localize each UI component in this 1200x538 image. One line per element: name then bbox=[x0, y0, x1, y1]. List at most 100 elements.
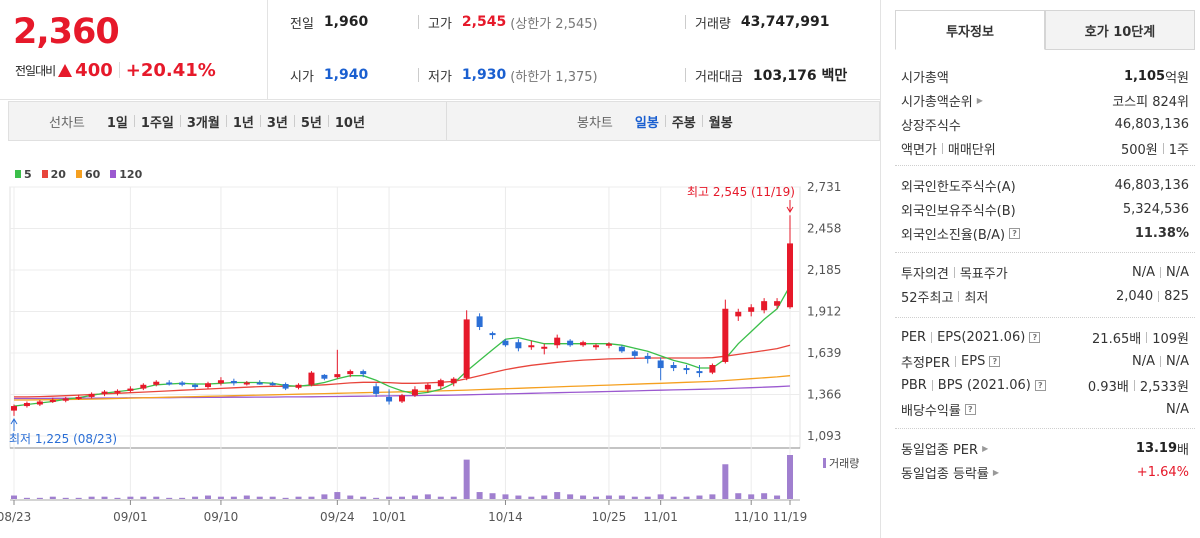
volume-bar bbox=[230, 496, 237, 499]
info-value: 5,324,536 bbox=[1123, 202, 1189, 217]
candle bbox=[683, 365, 690, 375]
period-5y-button[interactable]: 5년 bbox=[300, 115, 322, 131]
min-arrow-head bbox=[10, 418, 18, 425]
tab-order-book[interactable]: 호가 10단계 bbox=[1045, 10, 1195, 50]
separator bbox=[701, 115, 703, 127]
period-1d-button[interactable]: 1일 bbox=[106, 115, 128, 131]
period-10y-button[interactable]: 10년 bbox=[334, 115, 365, 131]
volume-bar bbox=[450, 496, 457, 499]
help-icon[interactable]: ? bbox=[964, 403, 976, 415]
open-price: 시가 1,940 bbox=[290, 63, 368, 87]
candle-body bbox=[593, 345, 599, 348]
help-icon[interactable]: ? bbox=[1029, 331, 1041, 343]
info-section-3: 투자의견 목표주가 N/A N/A 52주최고 최저 2,040 825 bbox=[895, 252, 1195, 308]
volume-bar bbox=[217, 496, 224, 499]
divider bbox=[931, 331, 933, 343]
candle-chart-label: 봉차트 bbox=[577, 115, 613, 131]
info-key: 외국인한도주식수(A) bbox=[901, 176, 1016, 195]
volume-bar bbox=[282, 497, 289, 499]
candle-body bbox=[476, 316, 483, 328]
info-value: 코스피 824위 bbox=[1112, 91, 1189, 110]
tab-investment-info[interactable]: 투자정보 bbox=[895, 10, 1045, 50]
candle bbox=[153, 380, 160, 387]
monthly-candle-button[interactable]: 월봉 bbox=[708, 115, 733, 131]
info-value-number: 13.19 bbox=[1135, 440, 1178, 456]
candle bbox=[735, 308, 742, 321]
help-icon[interactable]: ? bbox=[1009, 227, 1021, 239]
candle bbox=[476, 313, 483, 331]
period-3m-button[interactable]: 3개월 bbox=[186, 115, 220, 131]
volume: 거래량 43,747,991 bbox=[695, 10, 829, 34]
period-1y-button[interactable]: 1년 bbox=[232, 115, 254, 131]
candle-body bbox=[605, 343, 612, 346]
arrow-right-icon[interactable]: ▶ bbox=[976, 95, 983, 105]
price-chart[interactable]: 2,731 2,458 2,185 1,912 1,639 1,366 1,093 08/23… bbox=[0, 170, 880, 538]
candle-body bbox=[347, 371, 354, 375]
candle bbox=[761, 298, 768, 314]
volume-bar bbox=[580, 495, 587, 499]
candle-chart-periods: 봉차트 일봉 주봉 월봉 bbox=[577, 102, 739, 140]
candle-body bbox=[502, 340, 509, 346]
candle bbox=[605, 342, 612, 349]
period-1w-button[interactable]: 1주일 bbox=[140, 115, 174, 131]
candle bbox=[631, 349, 638, 359]
x-tick-label: 08/23 bbox=[0, 510, 31, 524]
arrow-right-icon[interactable]: ▶ bbox=[992, 467, 1000, 477]
volume-bar bbox=[49, 496, 56, 499]
candle-body bbox=[683, 368, 690, 371]
x-tick-label: 11/01 bbox=[643, 510, 678, 524]
prev-close-value: 1,960 bbox=[323, 14, 369, 30]
upper-limit: (상한가 2,545) bbox=[510, 16, 598, 32]
divider bbox=[1158, 290, 1160, 302]
volume-bar bbox=[140, 496, 147, 499]
candle-body bbox=[515, 342, 522, 349]
info-value-text: 21.65배 bbox=[1092, 331, 1142, 347]
volume-bar bbox=[567, 494, 574, 499]
info-value-text: 0.93배 bbox=[1087, 379, 1129, 395]
volume-bar bbox=[127, 496, 134, 499]
info-section-4: PER EPS(2021.06)? 21.65배 109원 추정PER EPS? N/A N/… bbox=[895, 317, 1195, 419]
volume-bar bbox=[256, 496, 263, 499]
candle-body bbox=[295, 384, 302, 388]
daily-candle-button[interactable]: 일봉 bbox=[634, 115, 659, 131]
divider bbox=[1162, 142, 1164, 154]
info-value-text: 1주 bbox=[1168, 142, 1189, 158]
candle bbox=[308, 371, 315, 387]
volume-bar bbox=[605, 495, 612, 499]
high-value: 2,545 bbox=[461, 14, 507, 30]
legend-label: 5 bbox=[24, 167, 32, 181]
candle-body bbox=[567, 340, 574, 346]
info-key-label: 외국인보유주식수(B) bbox=[901, 203, 1016, 219]
candle bbox=[334, 349, 341, 379]
candle-body bbox=[386, 396, 393, 402]
candle-body bbox=[696, 371, 703, 374]
divider bbox=[931, 379, 933, 391]
volume-bar bbox=[644, 496, 651, 499]
info-key: PBR BPS (2021.06)? bbox=[901, 378, 1046, 393]
volume-bar bbox=[489, 493, 496, 499]
line-chart-label: 선차트 bbox=[49, 115, 85, 131]
weekly-candle-button[interactable]: 주봉 bbox=[671, 115, 696, 131]
info-value: 21.65배 109원 bbox=[1092, 328, 1189, 347]
y-tick-label: 1,639 bbox=[807, 346, 841, 360]
divider bbox=[953, 266, 955, 278]
info-key: 추정PER EPS? bbox=[901, 352, 1001, 371]
candle bbox=[567, 339, 574, 347]
help-icon[interactable]: ? bbox=[1034, 379, 1046, 391]
info-row: 동일업종 등락률 ▶ +1.64% bbox=[901, 461, 1189, 483]
open-label: 시가 bbox=[290, 69, 314, 85]
candle-body bbox=[722, 308, 729, 362]
volume-bar bbox=[463, 459, 470, 499]
candle bbox=[23, 401, 30, 408]
help-icon[interactable]: ? bbox=[989, 355, 1001, 367]
info-key: 외국인소진율(B/A)? bbox=[901, 224, 1021, 243]
info-key-label: 시가총액 bbox=[901, 70, 949, 86]
candle bbox=[437, 378, 444, 390]
period-3y-button[interactable]: 3년 bbox=[266, 115, 288, 131]
candle-body bbox=[644, 355, 651, 359]
change-rate: +20.41% bbox=[125, 59, 216, 81]
volume-bar bbox=[75, 497, 82, 499]
arrow-right-icon[interactable]: ▶ bbox=[982, 443, 989, 453]
x-tick-label: 11/19 bbox=[773, 510, 808, 524]
candle-body bbox=[709, 365, 716, 373]
